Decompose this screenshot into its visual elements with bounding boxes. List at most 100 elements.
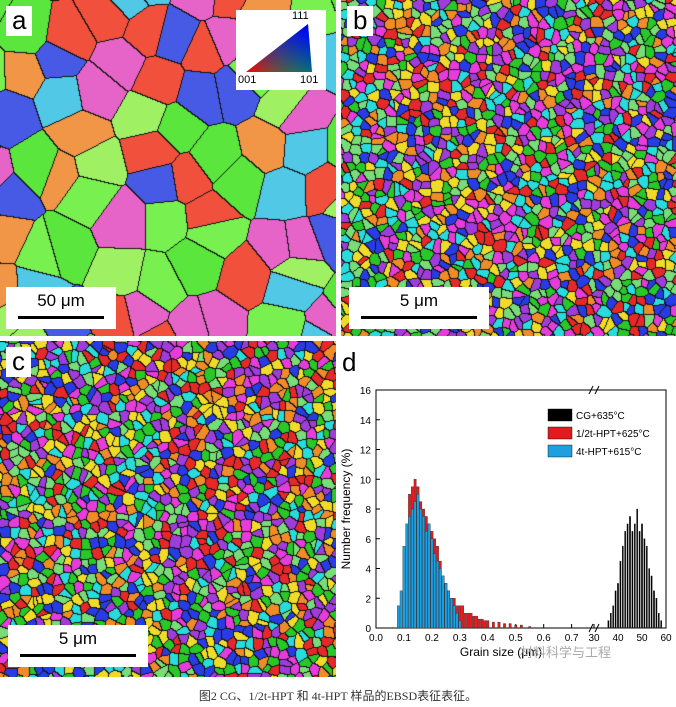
x-tick-label: 60	[660, 633, 672, 644]
x-tick-label: 0.6	[537, 633, 551, 644]
y-tick-label: 4	[365, 565, 371, 576]
scale-line-b	[361, 316, 477, 319]
legend-swatch	[547, 426, 573, 440]
figure-caption: 图2 CG、1/2t-HPT 和 4t-HPT 样品的EBSD表征表征。	[198, 689, 478, 703]
x-tick-label: 0.7	[565, 633, 579, 644]
histogram-bar	[450, 598, 453, 629]
x-axis-label: Grain size (μm)	[460, 645, 542, 659]
y-axis-label: Number frequency (%)	[339, 449, 353, 570]
ipf-triangle-icon	[246, 24, 312, 72]
histogram-bar	[478, 618, 481, 629]
histogram-bar	[438, 568, 442, 629]
histogram-bar	[492, 621, 495, 629]
histogram-bar	[638, 531, 641, 629]
x-tick-label: 50	[636, 633, 648, 644]
histogram-bar	[641, 523, 643, 629]
x-tick-label: 0.0	[369, 633, 383, 644]
axis-break-mark	[594, 385, 600, 395]
histogram-bar	[655, 598, 658, 629]
axis-break-mark	[588, 623, 594, 633]
histogram-bar	[621, 546, 624, 629]
histogram-bar	[427, 523, 431, 629]
histogram-bar	[444, 583, 448, 629]
histogram-bar	[436, 560, 439, 629]
histogram-bar	[397, 605, 400, 629]
y-tick-label: 12	[360, 446, 372, 457]
y-tick-label: 10	[360, 475, 372, 486]
histogram-bar	[612, 605, 615, 629]
axis-break-mark	[588, 385, 594, 395]
scale-line-c	[20, 654, 136, 657]
histogram-bar	[648, 568, 651, 629]
histogram-bar	[643, 538, 646, 629]
y-tick-label: 14	[360, 416, 372, 427]
legend-label: CG+635°C	[576, 411, 625, 422]
histogram-bar	[399, 590, 403, 629]
ipf-map-fine-grain-b	[341, 0, 676, 336]
histogram-bar	[508, 623, 512, 629]
histogram-bar	[422, 516, 425, 629]
legend-label: 4t-HPT+615°C	[576, 447, 641, 458]
ipf-color-legend: 111 001 101	[236, 10, 326, 90]
histogram-bar	[458, 620, 462, 629]
histogram-bar	[657, 612, 660, 629]
scale-bar-b: 5 μm	[349, 287, 489, 329]
histogram-bar	[416, 493, 420, 629]
histogram-bar	[433, 553, 437, 629]
scale-line-a	[18, 316, 104, 319]
y-tick-label: 16	[360, 386, 372, 397]
panel-label-d: d	[342, 347, 357, 377]
histogram-bar	[413, 501, 417, 629]
x-tick-label: 0.4	[481, 633, 495, 644]
histogram-bar	[633, 523, 636, 629]
scale-label-a: 50 μm	[37, 291, 85, 310]
y-tick-label: 8	[365, 505, 371, 516]
histogram-bar	[455, 612, 459, 629]
histogram-bar	[503, 623, 506, 629]
histogram-bar	[452, 605, 456, 629]
histogram-bar	[645, 546, 648, 629]
x-tick-label: 0.1	[397, 633, 411, 644]
histogram-bar	[519, 624, 523, 629]
histogram-bar	[617, 583, 619, 629]
histogram-bar	[405, 523, 409, 629]
scale-bar-c: 5 μm	[8, 625, 148, 667]
histogram-bar	[469, 612, 473, 629]
histogram-bar	[624, 531, 627, 629]
ebsd-map-cg: a 111 001 101 50 μm	[0, 0, 336, 336]
histogram-chart: 0 2 4 6 8 10 12 14 16 0.0 0.1 0.2 0.3 0.4 0.5 0.6 0.7 30 4…	[339, 385, 672, 659]
histogram-bar	[461, 605, 464, 629]
ipf-label-001: 001	[238, 74, 257, 86]
histogram-bar	[424, 531, 428, 629]
histogram-bar	[410, 508, 414, 629]
histogram-bar	[619, 560, 622, 629]
x-tick-label: 0.2	[425, 633, 439, 644]
x-tick-label: 0.5	[509, 633, 523, 644]
ebsd-map-half-hpt: b 5 μm	[341, 0, 676, 336]
histogram-bar	[636, 508, 639, 629]
histogram-bar	[514, 624, 518, 629]
histogram-bar	[609, 612, 612, 629]
histogram-bar	[441, 575, 445, 629]
x-tick-label: 30	[588, 633, 600, 644]
histogram-bar	[472, 615, 476, 629]
histogram-bar	[430, 538, 434, 629]
y-tick-label: 0	[365, 624, 371, 635]
histogram-bar	[650, 575, 653, 629]
histogram-bar	[402, 546, 406, 629]
histogram-bar	[475, 615, 478, 629]
x-tick-label: 0.3	[453, 633, 467, 644]
histogram-bar	[480, 618, 484, 629]
watermark-text: 材料科学与工程	[520, 646, 612, 661]
histogram-bar	[483, 620, 487, 629]
histogram-bar	[631, 531, 634, 629]
panel-label-c: c	[6, 347, 31, 377]
histogram-bar	[464, 612, 467, 629]
histogram-bar	[486, 620, 490, 629]
histogram-bar	[466, 612, 470, 629]
ipf-label-111: 111	[292, 10, 309, 22]
histogram-bar	[528, 626, 532, 629]
ipf-label-101: 101	[300, 74, 319, 86]
legend-swatch	[547, 408, 573, 422]
histogram-bar	[607, 620, 610, 629]
